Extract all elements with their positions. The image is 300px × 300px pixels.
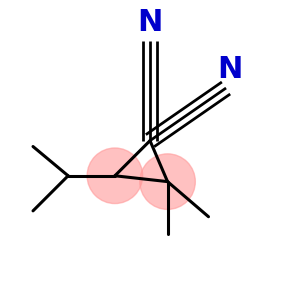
Circle shape xyxy=(140,154,195,209)
Text: N: N xyxy=(218,55,243,84)
Text: N: N xyxy=(137,8,163,37)
Circle shape xyxy=(87,148,143,204)
